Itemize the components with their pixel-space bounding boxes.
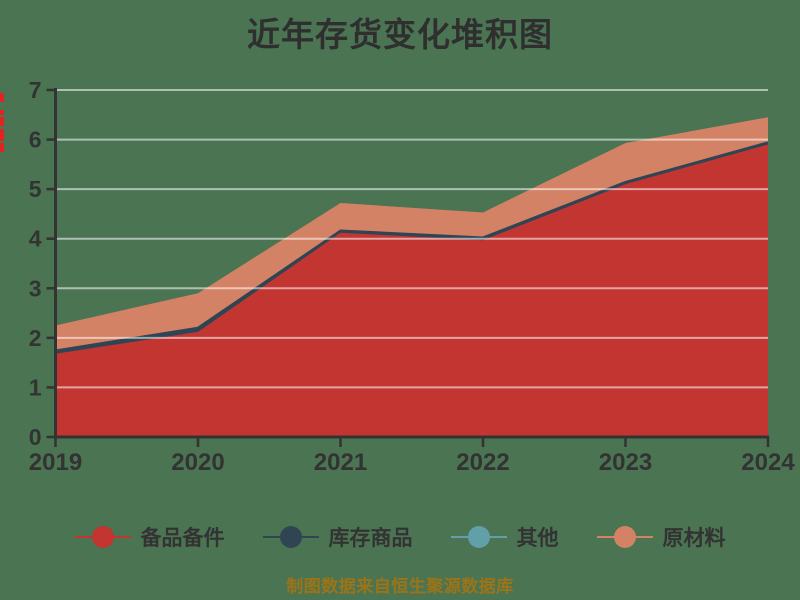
legend-label: 备品备件: [140, 527, 225, 550]
legend-label: 库存商品: [328, 527, 413, 550]
legend-item-原材料[interactable]: 原材料: [596, 522, 726, 552]
x-tick-label: 2022: [456, 449, 509, 476]
axis-name-fragment: [0, 110, 4, 115]
y-tick-label: 7: [29, 77, 42, 103]
area-备品备件: [55, 144, 768, 437]
axis-name-fragment: [0, 143, 4, 152]
legend-marker-icon: [596, 525, 653, 549]
legend-item-库存商品[interactable]: 库存商品: [262, 522, 413, 552]
x-tick-label: 2023: [599, 449, 652, 476]
legend-item-备品备件[interactable]: 备品备件: [74, 522, 225, 552]
axis-name-fragment: [0, 117, 4, 126]
y-tick-label: 1: [29, 374, 42, 400]
legend-marker-icon: [74, 525, 131, 549]
legend-item-其他[interactable]: 其他: [450, 522, 559, 552]
y-tick-label: 4: [29, 226, 42, 252]
series-boundary-line: [55, 141, 769, 352]
y-tick-label: 5: [29, 176, 42, 202]
x-tick-label: 2020: [171, 449, 224, 476]
legend-label: 原材料: [662, 527, 726, 550]
x-tick-label: 2019: [29, 449, 82, 476]
y-tick-label: 3: [29, 275, 42, 301]
x-tick-label: 2024: [741, 449, 795, 476]
axis-name-fragment: [0, 129, 4, 141]
y-tick-label: 6: [29, 127, 42, 153]
legend-label: 其他: [516, 527, 559, 550]
legend-marker-icon: [262, 525, 319, 549]
chart-title: 近年存货变化堆积图: [247, 16, 553, 53]
data-source-note: 制图数据来自恒生聚源数据库: [286, 577, 514, 596]
axis-name-fragment: [0, 93, 4, 102]
y-axis-name-clipped: [0, 92, 5, 162]
y-tick-label: 0: [29, 424, 42, 450]
y-tick-label: 2: [29, 325, 42, 351]
chart-legend: 备品备件 库存商品 其他 原材料: [0, 516, 800, 558]
x-tick-label: 2021: [314, 449, 367, 476]
stacked-area-chart: 0 1 2 3 4 5 6 7 2019 2020 2021 2022 2023 2024: [29, 77, 796, 476]
legend-marker-icon: [450, 525, 507, 549]
